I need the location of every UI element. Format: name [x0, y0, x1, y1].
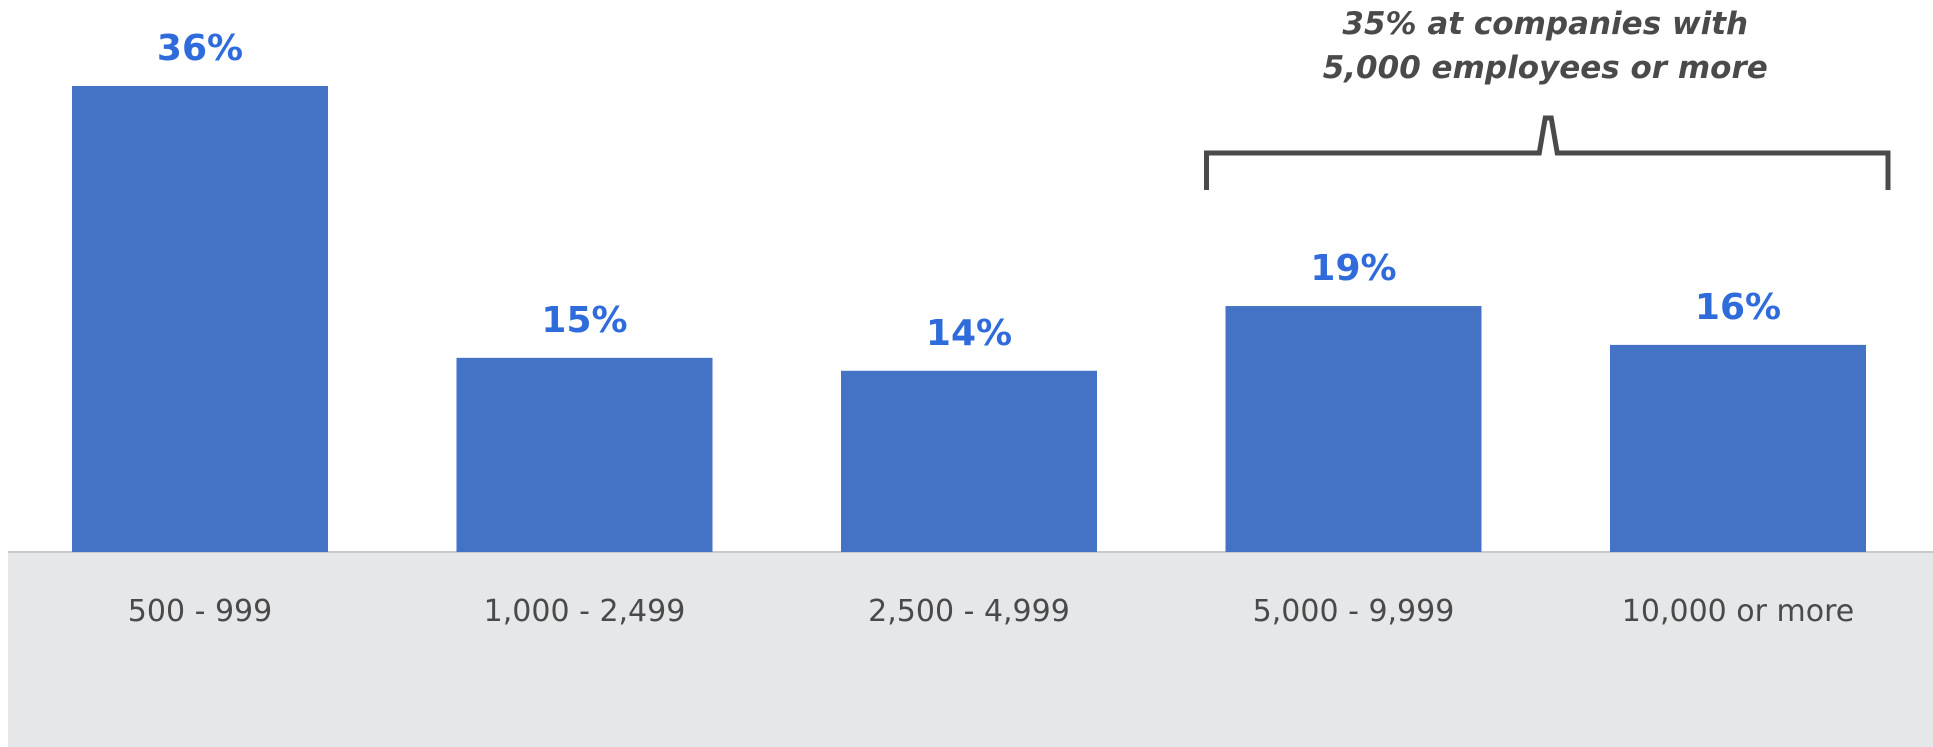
category-label-1: 500 - 999	[128, 594, 272, 629]
annotation-group: 35% at companies with 5,000 employees or…	[1204, 6, 1891, 190]
annotation-bracket	[1204, 115, 1891, 190]
category-label-4: 5,000 - 9,999	[1253, 594, 1455, 629]
category-labels-group: 500 - 999 1,000 - 2,499 2,500 - 4,999 5,000…	[128, 594, 1854, 629]
category-label-2: 1,000 - 2,499	[484, 594, 686, 629]
category-axis-band	[8, 553, 1933, 747]
bar-3	[841, 370, 1097, 552]
category-label-5: 10,000 or more	[1622, 594, 1854, 629]
value-label-2: 15%	[541, 300, 627, 341]
bars-group	[72, 86, 1866, 552]
value-label-5: 16%	[1695, 287, 1781, 328]
category-label-3: 2,500 - 4,999	[868, 594, 1070, 629]
bar-4	[1225, 306, 1482, 552]
value-labels-group: 36% 15% 14% 19% 16%	[157, 28, 1781, 354]
bar-5	[1610, 344, 1866, 552]
value-label-3: 14%	[926, 313, 1012, 354]
value-label-4: 19%	[1310, 248, 1396, 289]
annotation-text-line-2: 5,000 employees or more	[1323, 50, 1768, 86]
bar-2	[456, 357, 713, 552]
value-label-1: 36%	[157, 28, 243, 69]
annotation-text-line-1: 35% at companies with	[1342, 6, 1748, 42]
bar-1	[72, 86, 328, 552]
